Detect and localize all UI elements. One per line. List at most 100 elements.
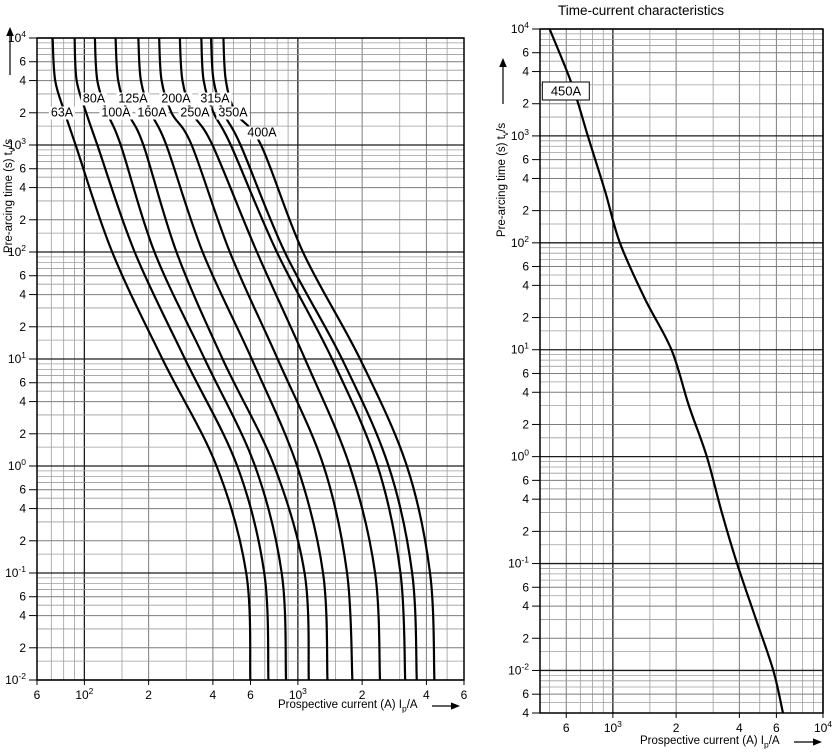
x-tick-label: 2	[673, 721, 680, 735]
y-tick-label: 101	[511, 341, 529, 357]
y-tick-label: 4	[19, 181, 26, 195]
left-x-axis-label: Prospective current (A) Ip/A	[278, 699, 460, 713]
y-tick-label: 2	[19, 641, 26, 655]
y-tick-label: 4	[522, 599, 529, 613]
y-tick-label: 4	[522, 385, 529, 399]
curve-label-125A: 125A	[116, 91, 150, 106]
x-tick-label: 2	[359, 688, 366, 702]
right-y-axis-label: Pre-arcing time (s) tv/s	[496, 123, 510, 237]
y-tick-label: 6	[522, 153, 529, 167]
x-tick-label: 4	[210, 688, 217, 702]
y-tick-label: 10-2	[508, 661, 529, 677]
y-tick-label: 6	[19, 483, 26, 497]
y-tick-label: 10-2	[5, 671, 26, 687]
curve-label-350A: 350A	[216, 105, 250, 120]
curve-label-450A: 450A	[541, 81, 591, 101]
right-chart-title: Time-current characteristics	[557, 3, 725, 18]
y-tick-label: 6	[522, 473, 529, 487]
x-tick-label: 102	[75, 686, 93, 702]
y-tick-label: 4	[19, 288, 26, 302]
ticks-right: 4 6 10-2 2 4 6 10-1 2 4 6 100 2 4 6 101 2 4 6 102 2 4 6 103 2 4 6…	[508, 20, 832, 735]
y-tick-label: 2	[522, 417, 529, 431]
y-tick-label: 6	[19, 269, 26, 283]
y-tick-label: 4	[19, 395, 26, 409]
y-tick-label: 6	[522, 580, 529, 594]
y-tick-label: 101	[8, 350, 26, 366]
chart-left: 10-224610-124610024610124610224610324610…	[5, 29, 468, 702]
y-tick-label: 2	[19, 320, 26, 334]
grid-right	[540, 28, 824, 714]
right-x-axis-arrow-icon	[793, 738, 822, 746]
left-y-axis-label-suffix: /s	[2, 138, 15, 148]
y-tick-label: 6	[522, 687, 529, 701]
curve-label-80A: 80A	[80, 91, 108, 106]
x-tick-label: 6	[247, 688, 254, 702]
y-tick-label: 100	[8, 457, 26, 473]
y-tick-label: 6	[19, 55, 26, 69]
y-tick-label: 4	[19, 609, 26, 623]
x-tick-label: 6	[773, 721, 780, 735]
curve-63A	[51, 38, 252, 680]
curve-label-160A: 160A	[135, 105, 169, 120]
curve-label-200A: 200A	[159, 91, 193, 106]
y-tick-label: 2	[19, 106, 26, 120]
y-tick-label: 4	[522, 492, 529, 506]
left-y-axis-label: Pre-arcing time (s) tv/s	[3, 139, 17, 253]
y-tick-label: 102	[511, 234, 529, 250]
plot-frame-right	[539, 28, 824, 714]
y-tick-label: 2	[522, 204, 529, 218]
left-y-axis-label-sub: v	[7, 147, 18, 153]
left-x-axis-arrow-icon	[431, 702, 460, 710]
y-tick-label: 10-1	[508, 555, 529, 571]
chart-right: 4 6 10-2 2 4 6 10-1 2 4 6 100 2 4 6 101 2 4 6 102 2 4 6 103 2 4 6…	[508, 20, 832, 735]
right-y-axis-label-suffix: /s	[495, 122, 508, 132]
x-tick-label: 6	[563, 721, 570, 735]
x-tick-label: 2	[145, 688, 152, 702]
y-tick-label: 6	[522, 366, 529, 380]
y-tick-label: 4	[522, 171, 529, 185]
y-tick-label: 4	[522, 706, 529, 720]
y-tick-label: 4	[522, 278, 529, 292]
x-tick-label: 103	[604, 719, 622, 735]
right-x-axis-label: Prospective current (A) Ip/A	[640, 735, 822, 749]
y-tick-label: 104	[511, 20, 529, 36]
right-y-axis-label-sub: v	[500, 131, 511, 137]
y-tick-label: 4	[19, 502, 26, 516]
y-tick-label: 2	[522, 631, 529, 645]
x-tick-label: 4	[423, 688, 430, 702]
y-tick-label: 2	[522, 311, 529, 325]
y-tick-label: 2	[522, 524, 529, 538]
left-y-axis-label-text: Pre-arcing time (s) t	[2, 152, 15, 254]
y-tick-label: 6	[19, 590, 26, 604]
y-tick-label: 6	[19, 376, 26, 390]
curve-label-315A: 315A	[198, 91, 232, 106]
right-x-axis-label-text: Prospective current (A) Ip/A	[640, 735, 780, 750]
y-tick-label: 103	[511, 127, 529, 143]
x-tick-label: 104	[814, 719, 832, 735]
left-y-axis-arrow-icon	[6, 27, 14, 75]
left-x-axis-label-text: Prospective current (A) Ip/A	[278, 699, 418, 714]
y-tick-label: 2	[522, 97, 529, 111]
y-tick-label: 6	[522, 260, 529, 274]
y-tick-label: 6	[522, 46, 529, 60]
x-tick-label: 6	[461, 688, 468, 702]
right-y-axis-arrow-icon	[499, 58, 507, 104]
y-tick-label: 10-1	[5, 564, 26, 580]
y-tick-label: 100	[511, 448, 529, 464]
curves-right	[548, 29, 785, 713]
x-tick-label: 4	[736, 721, 743, 735]
right-y-axis-label-text: Pre-arcing time (s) t	[495, 136, 508, 238]
y-tick-label: 4	[19, 74, 26, 88]
y-tick-label: 2	[19, 534, 26, 548]
curve-label-63A: 63A	[48, 105, 76, 120]
y-tick-label: 2	[19, 213, 26, 227]
curve-label-400A: 400A	[245, 125, 279, 140]
y-tick-label: 2	[19, 427, 26, 441]
curve-label-100A: 100A	[99, 105, 133, 120]
y-tick-label: 6	[19, 162, 26, 176]
y-tick-label: 4	[522, 65, 529, 79]
curve-label-250A: 250A	[178, 105, 212, 120]
x-tick-label: 6	[34, 688, 41, 702]
